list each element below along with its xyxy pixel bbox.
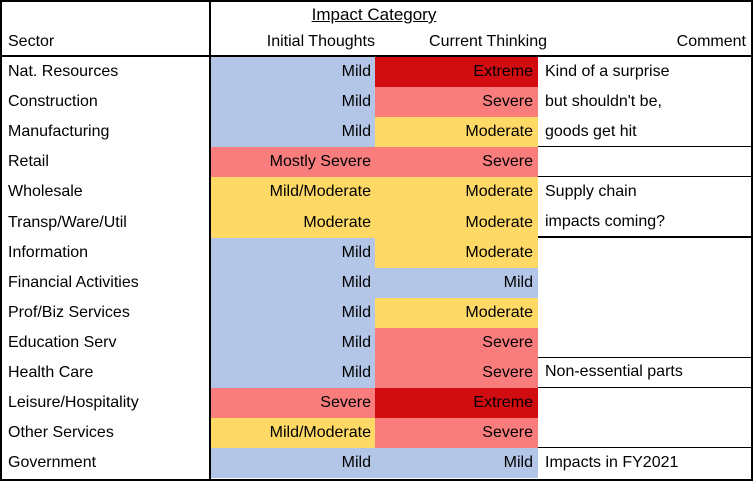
initial-thoughts-cell: Mild: [210, 237, 375, 268]
current-thinking-cell: Severe: [375, 418, 538, 449]
col-header-sector: Sector: [8, 33, 55, 50]
initial-thoughts-cell: Mild: [210, 448, 375, 479]
table-row: Transp/Ware/Util Moderate Moderate impacts …: [2, 207, 751, 238]
col-header-initial-thoughts: Initial Thoughts: [266, 33, 375, 50]
sector-cell: Transp/Ware/Util: [8, 213, 127, 231]
initial-thoughts-cell: Mild: [210, 357, 375, 389]
comment-cell: but shouldn't be,: [545, 93, 662, 111]
table-title: Impact Category: [311, 5, 437, 24]
table-row: Information Mild Moderate: [2, 237, 751, 268]
initial-thoughts-cell: Mild: [210, 297, 375, 328]
table-title-row: Impact Category: [2, 2, 751, 29]
comment-cell: Impacts in FY2021: [545, 454, 679, 472]
comment-cell: [538, 388, 751, 418]
table-header: Impact Category Sector Initial Thoughts …: [2, 2, 751, 57]
table-row: Wholesale Mild/Moderate Moderate Supply cha…: [2, 177, 751, 208]
sector-cell: Health Care: [8, 363, 94, 381]
comment-cell: [538, 268, 751, 298]
sector-cell: Financial Activities: [8, 273, 139, 291]
column-header-row: Sector Initial Thoughts Current Thinking…: [2, 29, 751, 55]
table-row: Other Services Mild/Moderate Severe: [2, 418, 751, 449]
initial-thoughts-cell: Mostly Severe: [210, 147, 375, 178]
comment-cell: impacts coming?: [538, 207, 751, 238]
sector-cell: Wholesale: [8, 183, 83, 201]
sector-cell: Nat. Resources: [8, 63, 119, 81]
table-row: Government Mild Mild Impacts in FY2021: [2, 448, 751, 479]
comment-cell: Non-essential parts: [538, 358, 751, 389]
sector-cell: Leisure/Hospitality: [8, 394, 139, 412]
current-thinking-cell: Severe: [375, 87, 538, 118]
sector-cell: Retail: [8, 153, 49, 171]
initial-thoughts-cell: Mild: [210, 57, 375, 88]
sector-cell: Other Services: [8, 424, 114, 442]
initial-thoughts-cell: Mild: [210, 267, 375, 298]
table-row: Construction Mild Severe but shouldn't be,: [2, 87, 751, 118]
initial-thoughts-cell: Severe: [210, 388, 375, 419]
sector-cell: Manufacturing: [8, 123, 110, 141]
current-thinking-cell: Extreme: [375, 388, 538, 419]
current-thinking-cell: Moderate: [375, 177, 538, 208]
table-row: Manufacturing Mild Moderate goods get hit: [2, 117, 751, 148]
comment-cell: goods get hit: [538, 117, 751, 148]
col-header-current-thinking: Current Thinking: [429, 33, 547, 50]
initial-thoughts-cell: Mild: [210, 87, 375, 118]
current-thinking-cell: Mild: [375, 267, 538, 298]
table-row: Prof/Biz Services Mild Moderate: [2, 297, 751, 328]
table-row: Health Care Mild Severe Non-essential parts: [2, 357, 751, 389]
comment-cell: [538, 418, 751, 449]
sector-cell: Construction: [8, 93, 98, 111]
sector-cell: Government: [8, 454, 97, 472]
comment-cell: [538, 328, 751, 358]
current-thinking-cell: Moderate: [375, 117, 538, 148]
comment-cell: Kind of a surprise: [545, 63, 670, 81]
table-body: Nat. Resources Mild Extreme Kind of a surpr…: [2, 57, 751, 479]
current-thinking-cell: Severe: [375, 357, 538, 389]
initial-thoughts-cell: Mild/Moderate: [210, 418, 375, 449]
sector-cell: Education Serv: [8, 333, 117, 351]
comment-cell: [538, 298, 751, 328]
initial-thoughts-cell: Moderate: [210, 207, 375, 238]
column-divider: [209, 2, 211, 479]
table-row: Leisure/Hospitality Severe Extreme: [2, 388, 751, 419]
initial-thoughts-cell: Mild: [210, 117, 375, 148]
comment-cell: [538, 238, 751, 268]
current-thinking-cell: Severe: [375, 327, 538, 358]
initial-thoughts-cell: Mild/Moderate: [210, 177, 375, 208]
table-row: Education Serv Mild Severe: [2, 327, 751, 358]
sector-cell: Prof/Biz Services: [8, 303, 130, 321]
current-thinking-cell: Moderate: [375, 237, 538, 268]
comment-cell: Supply chain: [545, 183, 637, 201]
table-row: Financial Activities Mild Mild: [2, 267, 751, 298]
table-row: Nat. Resources Mild Extreme Kind of a surpr…: [2, 57, 751, 88]
initial-thoughts-cell: Mild: [210, 327, 375, 358]
table-row: Retail Mostly Severe Severe: [2, 147, 751, 178]
current-thinking-cell: Severe: [375, 147, 538, 178]
sector-cell: Information: [8, 243, 89, 261]
current-thinking-cell: Extreme: [375, 57, 538, 88]
current-thinking-cell: Moderate: [375, 297, 538, 328]
col-header-comment: Comment: [676, 33, 746, 50]
current-thinking-cell: Moderate: [375, 207, 538, 238]
comment-cell: [538, 147, 751, 178]
current-thinking-cell: Mild: [375, 448, 538, 479]
